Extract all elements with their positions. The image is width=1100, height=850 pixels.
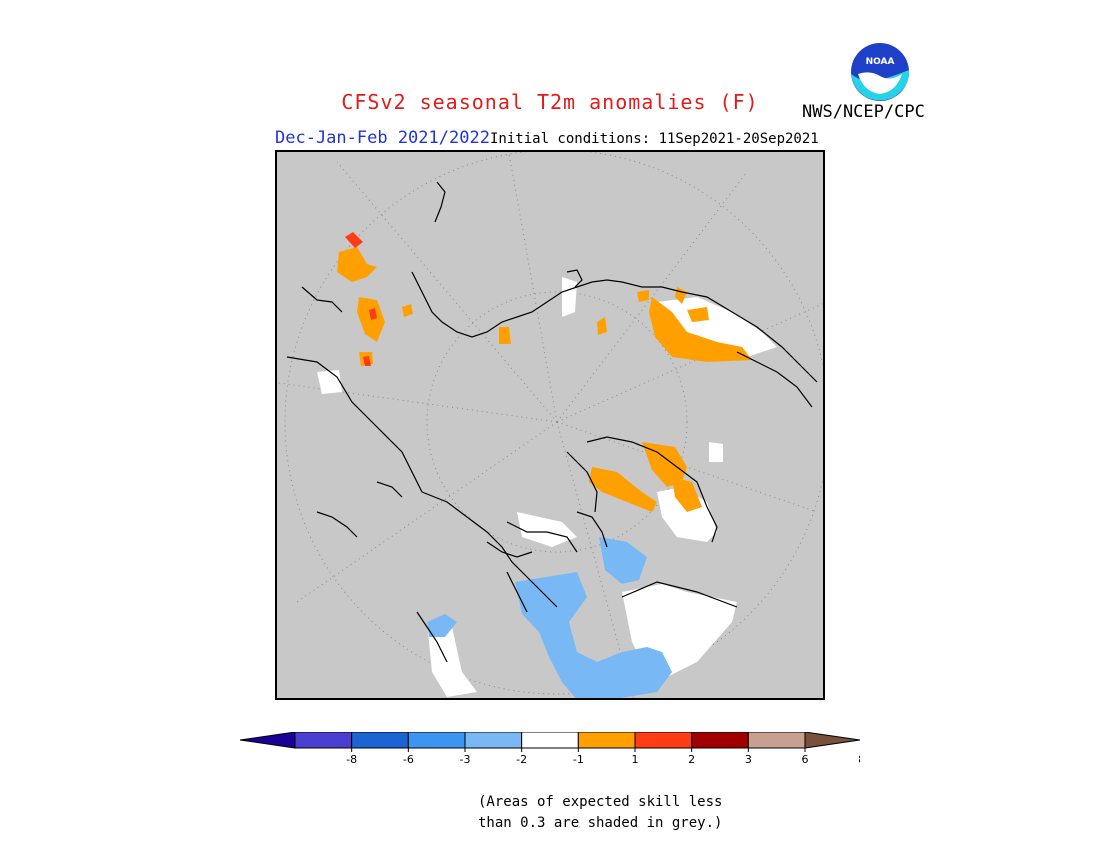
noaa-logo-text: NOAA (866, 57, 895, 67)
map-title: CFSv2 seasonal T2m anomalies (F) (341, 90, 759, 114)
colorbar-bin-2 (351, 732, 409, 749)
colorbar-bin-10 (804, 732, 860, 749)
coastlines (286, 181, 818, 663)
warm-anomaly-areas (337, 247, 752, 512)
colorbar-tick-label: -6 (403, 753, 414, 766)
colorbar-tick-label: 1 (632, 753, 639, 766)
organization-label: NWS/NCEP/CPC (802, 102, 925, 122)
colorbar-bin-5 (521, 732, 579, 749)
skill-note-line2: than 0.3 are shaded in grey.) (478, 815, 723, 831)
colorbar-tick-label: 2 (688, 753, 695, 766)
colorbar-tick-label: -1 (573, 753, 584, 766)
map-canvas (277, 152, 823, 698)
colorbar-bin-1 (294, 732, 353, 749)
colorbar-tick-label: 8 (858, 753, 860, 766)
polar-map (275, 150, 825, 700)
colorbar-tick-label: -8 (346, 753, 357, 766)
colorbar-bin-6 (577, 732, 636, 749)
colorbar-bin-7 (634, 732, 693, 749)
initial-conditions-label: Initial conditions: 11Sep2021-20Sep2021 (490, 131, 819, 147)
colorbar-tick-label: 6 (802, 753, 809, 766)
colorbar-bin-8 (691, 732, 749, 749)
skill-note: (Areas of expected skill less than 0.3 a… (478, 792, 722, 834)
forecast-period-label: Dec-Jan-Feb 2021/2022 (275, 128, 490, 148)
colorbar-bin-4 (464, 732, 523, 749)
colorbar-bin-9 (747, 732, 806, 749)
colorbar-tick-label: -3 (460, 753, 471, 766)
colorbar-bin-3 (407, 732, 466, 749)
colorbar-tick-label: -2 (516, 753, 527, 766)
skill-note-line1: (Areas of expected skill less (478, 794, 723, 810)
strong-warm-anomaly-areas (345, 232, 377, 366)
colorbar-bin-0 (240, 732, 296, 749)
noaa-logo-icon: NOAA (849, 41, 911, 103)
colorbar-legend: -8 -6 -3 -2 -1 1 2 3 6 8 (240, 732, 860, 766)
colorbar-tick-label: 3 (745, 753, 752, 766)
